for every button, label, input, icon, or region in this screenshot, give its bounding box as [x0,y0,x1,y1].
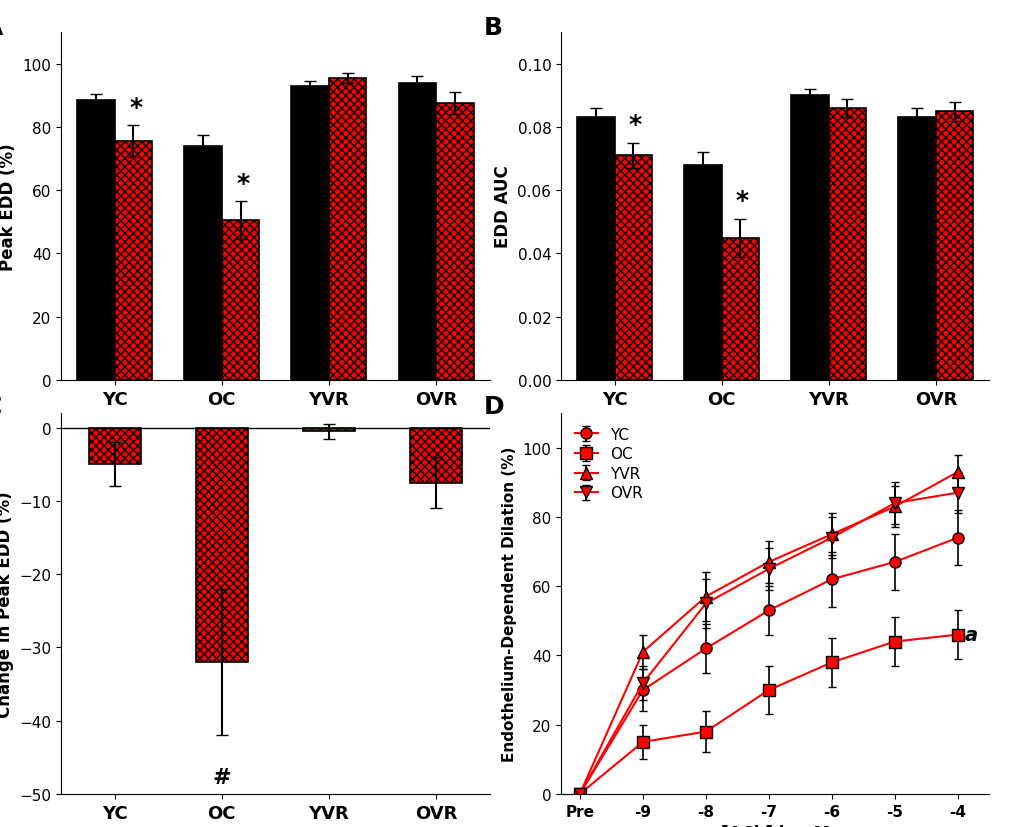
Text: a: a [963,625,976,644]
Bar [791,96,828,380]
Text: D: D [483,394,504,418]
Bar [328,79,366,380]
Bar [898,118,935,380]
Bar [89,428,141,465]
Bar [684,165,721,380]
Text: *: * [736,189,748,213]
Text: *: * [629,113,641,137]
Bar [196,428,248,662]
Text: #: # [212,767,231,786]
Bar [436,104,473,380]
Bar [721,238,758,380]
Bar [398,84,436,380]
Bar [410,428,462,483]
Y-axis label: Endothelium-Dependent Dilation (%): Endothelium-Dependent Dilation (%) [501,447,517,761]
Text: *: * [129,96,142,120]
Bar [303,428,355,432]
Y-axis label: EDD AUC: EDD AUC [493,165,512,248]
Bar [935,112,972,380]
Bar [828,109,865,380]
Bar [613,156,651,380]
Bar [77,101,114,380]
Bar [114,142,152,380]
Bar [222,221,259,380]
Bar [291,87,328,380]
Text: C: C [0,394,2,418]
Y-axis label: Change in Peak EDD (%): Change in Peak EDD (%) [0,490,14,717]
Legend: YC, OC, YVR, OVR: YC, OC, YVR, OVR [568,421,648,507]
Text: *: * [236,172,249,196]
Text: A: A [0,16,3,40]
Y-axis label: Peak EDD (%): Peak EDD (%) [0,143,17,270]
Bar [184,146,221,380]
X-axis label: [ACh] log M: [ACh] log M [720,825,828,827]
Text: B: B [483,16,502,40]
Bar [577,118,613,380]
